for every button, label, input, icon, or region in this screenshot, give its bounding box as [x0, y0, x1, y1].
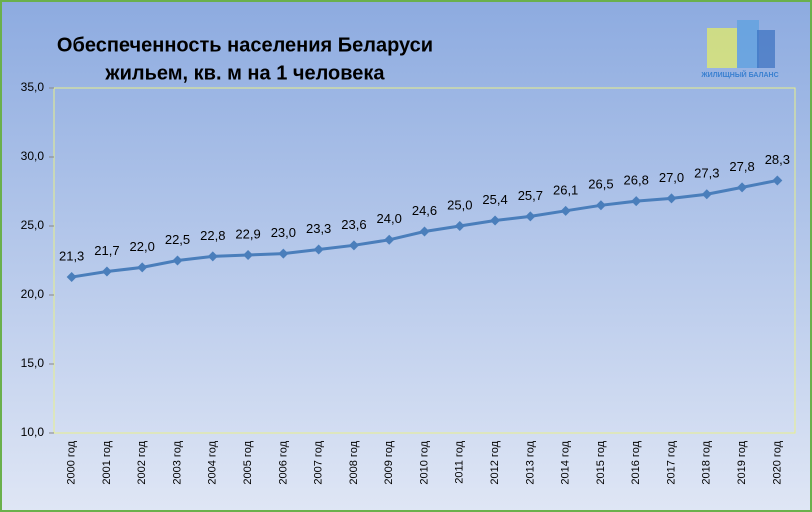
x-tick-label: 2016 год [630, 440, 642, 484]
x-tick-label: 2009 год [383, 440, 395, 484]
data-label: 23,0 [271, 225, 296, 240]
marker [384, 234, 395, 245]
x-tick-label: 2010 год [418, 440, 430, 484]
plot-area [53, 87, 796, 434]
marker [737, 182, 748, 193]
x-tick-label: 2000 год [66, 440, 78, 484]
marker [172, 255, 183, 266]
logo-text: ЖИЛИЩНЫЙ БАЛАНС [700, 70, 778, 79]
data-label: 27,0 [659, 170, 684, 185]
data-label: 26,8 [624, 173, 649, 188]
x-tick-label: 2001 год [101, 440, 113, 484]
x-tick-label: 2019 год [736, 440, 748, 484]
x-tick-label: 2014 год [560, 440, 572, 484]
data-label: 27,8 [729, 159, 754, 174]
data-label: 26,5 [588, 177, 613, 192]
x-tick-label: 2003 год [171, 440, 183, 484]
data-label: 25,7 [518, 188, 543, 203]
data-label: 24,6 [412, 203, 437, 218]
chart-title: Обеспеченность населения Беларуси [57, 34, 433, 56]
marker [207, 251, 218, 262]
y-tick-label: 15,0 [21, 356, 45, 370]
data-label: 28,3 [765, 152, 790, 167]
x-tick-label: 2020 год [771, 440, 783, 484]
x-tick-label: 2013 год [524, 440, 536, 484]
chart-title: жильем, кв. м на 1 человека [104, 62, 385, 84]
data-label: 22,0 [130, 239, 155, 254]
data-label: 26,1 [553, 182, 578, 197]
data-label: 24,0 [377, 211, 402, 226]
data-label: 21,3 [59, 248, 84, 263]
data-label: 22,8 [200, 228, 225, 243]
x-tick-label: 2018 год [701, 440, 713, 484]
marker [772, 175, 783, 186]
data-label: 25,4 [482, 192, 507, 207]
data-label: 23,3 [306, 221, 331, 236]
data-label: 27,3 [694, 166, 719, 181]
marker [490, 215, 501, 226]
data-label: 23,6 [341, 217, 366, 232]
x-tick-label: 2011 год [454, 440, 466, 483]
marker [101, 266, 112, 277]
y-tick-label: 20,0 [21, 287, 45, 301]
x-tick-label: 2015 год [595, 440, 607, 484]
marker [419, 226, 430, 237]
x-tick-label: 2006 год [277, 440, 289, 484]
marker [313, 244, 324, 255]
marker [560, 205, 571, 216]
marker [243, 249, 254, 260]
data-label: 21,7 [94, 243, 119, 258]
marker [525, 211, 536, 222]
y-tick-label: 35,0 [21, 80, 45, 94]
marker [348, 240, 359, 251]
logo: ЖИЛИЩНЫЙ БАЛАНС [700, 20, 779, 79]
marker [137, 262, 148, 273]
y-tick-label: 25,0 [21, 218, 45, 232]
y-tick-label: 30,0 [21, 149, 45, 163]
x-tick-label: 2008 год [348, 440, 360, 484]
data-label: 22,9 [235, 226, 260, 241]
data-label: 22,5 [165, 232, 190, 247]
marker [454, 221, 465, 231]
x-tick-label: 2012 год [489, 440, 501, 484]
x-tick-label: 2002 год [136, 440, 148, 484]
marker [666, 193, 677, 204]
x-tick-label: 2017 год [665, 440, 677, 484]
marker [595, 200, 606, 211]
marker [701, 189, 712, 200]
data-label: 25,0 [447, 197, 472, 212]
x-tick-label: 2005 год [242, 440, 254, 484]
x-tick-label: 2004 год [207, 440, 219, 484]
x-tick-label: 2007 год [313, 440, 325, 484]
marker [631, 196, 642, 207]
y-tick-label: 10,0 [21, 425, 45, 439]
marker [66, 272, 77, 283]
marker [278, 248, 289, 259]
